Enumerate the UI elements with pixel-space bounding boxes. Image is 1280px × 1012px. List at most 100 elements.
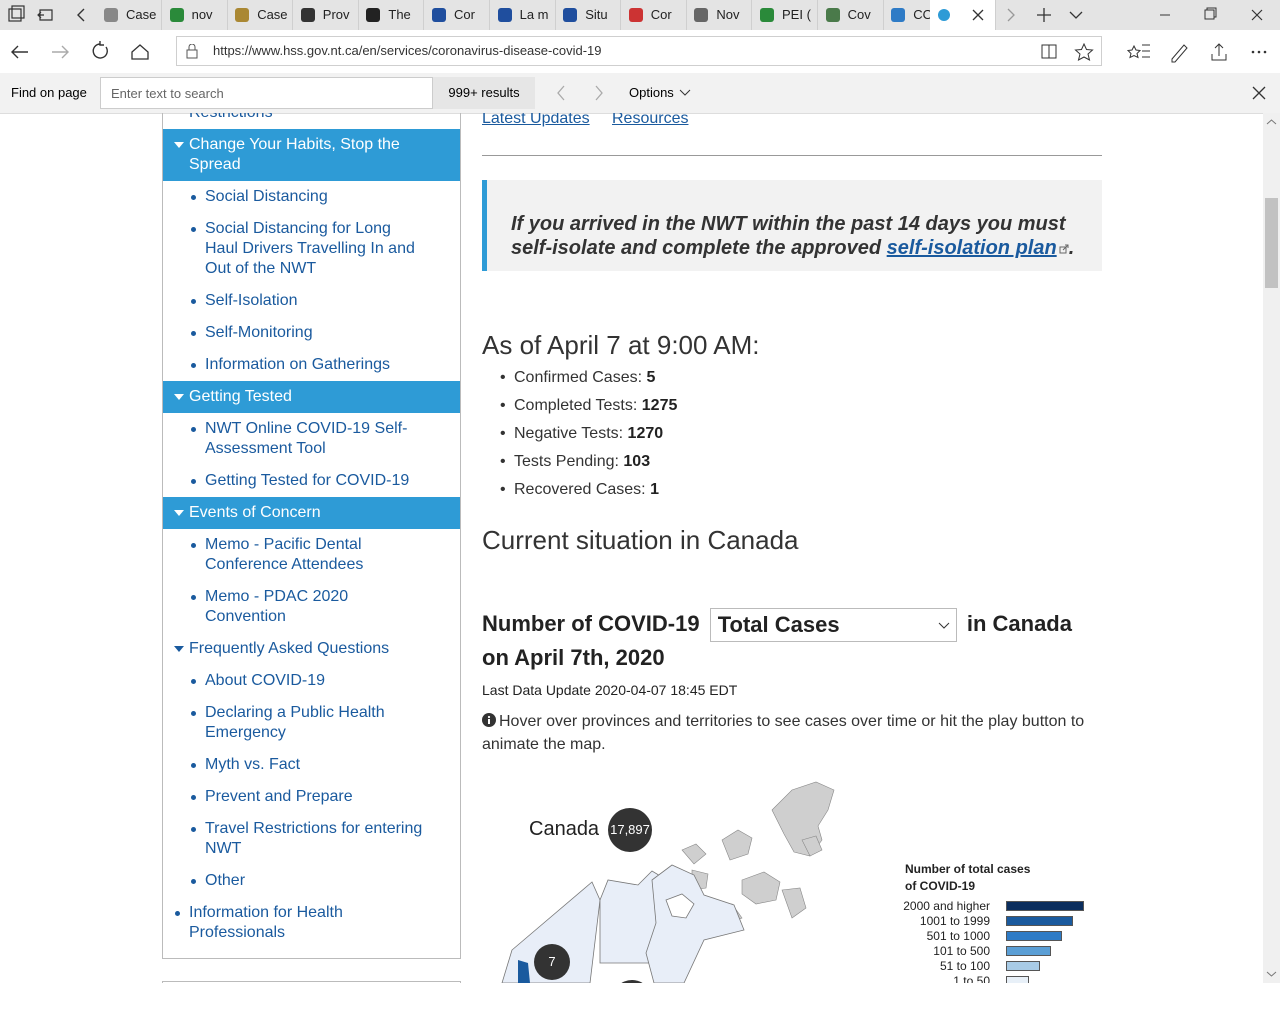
menu-item-text: Self-Monitoring [205,324,313,341]
nav-link[interactable]: Resources [612,113,689,127]
tab[interactable]: Cor [621,0,687,30]
menu-section[interactable]: Events of Concern [163,497,460,529]
menu-item-text: Self-Isolation [205,292,298,309]
find-close[interactable] [1251,85,1267,101]
tab-label: PEI ( [782,7,811,22]
menu-item-text: Myth vs. Fact [205,756,301,773]
menu-item[interactable]: About COVID-19 [163,665,460,697]
tab-label: Cor [454,7,475,22]
menu-item[interactable]: Memo - Pacific Dental Conference Attende… [163,529,460,581]
tab-icon [104,8,118,22]
scrollbar[interactable] [1263,113,1280,983]
notice-end: . [1068,237,1075,259]
stat-label: Negative Tests: [514,425,624,442]
find-results: 999+ results [433,77,535,109]
tab[interactable]: Cov [818,0,884,30]
tab[interactable]: nov [162,0,228,30]
menu-section-text: Change Your Habits, Stop the Spread [189,136,400,173]
active-tab[interactable] [930,0,996,30]
menu-item-text: Restrictions [189,113,429,123]
select-value: Total Cases [717,612,840,638]
menu-item[interactable]: Prevent and Prepare [163,781,460,813]
tab-label: Case [257,7,288,22]
tab[interactable]: Cor [424,0,490,30]
menu-item[interactable]: Other [163,865,460,897]
menu-item[interactable]: Declaring a Public Health Emergency [163,697,460,749]
menu-section[interactable]: Change Your Habits, Stop the Spread [163,129,460,181]
tab-icon [891,8,906,22]
menu-item[interactable]: Myth vs. Fact [163,749,460,781]
bullet [191,227,196,232]
menu-section-text: Events of Concern [189,504,321,521]
tab-icon [235,8,250,22]
nav-link[interactable]: Latest Updates [482,113,590,127]
tab-label: Nov [716,7,740,22]
bullet [191,763,196,768]
tab[interactable]: Case [96,0,162,30]
tab-icon [366,8,381,22]
tab[interactable]: Nov [686,0,753,30]
menu-item[interactable]: Self-Monitoring [163,317,460,349]
menu-item[interactable]: Information on Gatherings [163,349,460,381]
tab-label: Case [126,7,157,22]
tab[interactable]: La m [490,0,556,30]
tab-icon [694,8,709,22]
url-box[interactable]: https://www.hss.gov.nt.ca/en/services/co… [176,36,1102,66]
tab-icon [628,8,643,22]
map-heading-text: Number of COVID-19 [482,611,700,636]
menu-item[interactable]: Self-Isolation [163,285,460,317]
stat-value: 1275 [641,397,678,414]
nav-buttons[interactable] [0,30,176,73]
tab[interactable]: The [358,0,425,30]
menu-item[interactable]: Restrictions [163,113,460,129]
menu-section[interactable]: Frequently Asked Questions [163,633,460,665]
stat-label: Tests Pending: [514,453,619,470]
notice: If you arrived in the NWT within the pas… [482,180,1102,271]
menu-item[interactable]: Information for Health Professionals [163,897,460,949]
stat-row: • Tests Pending: 103 [500,452,650,472]
close-tab[interactable] [972,9,984,21]
find-placeholder: Enter text to search [111,86,224,101]
tab[interactable]: Case [227,0,294,30]
menu-item[interactable]: Memo - PDAC 2020 Convention [163,581,460,633]
section-heading: Current situation in Canada [482,525,799,555]
menu-item[interactable]: Social Distancing [163,181,460,213]
menu-item[interactable]: Travel Restrictions for entering NWT [163,813,460,865]
menu-item[interactable]: NWT Online COVID-19 Self-Assessment Tool [163,413,460,465]
bullet [191,795,196,800]
bullet [191,363,196,368]
menu-item[interactable]: Social Distancing for Long Haul Drivers … [163,213,460,285]
menu-item-text: Other [205,872,246,889]
map [501,781,835,983]
toolbar[interactable] [1120,30,1280,73]
tab-label: Prov [322,7,350,22]
tab[interactable]: Situ [555,0,622,30]
expand-arrow [174,394,184,400]
tab[interactable]: Prov [293,0,359,30]
find-arrows[interactable] [548,83,608,103]
find-options[interactable]: Options [629,85,674,100]
bullet [191,595,196,600]
find-label: Find on page [11,85,87,100]
find-input[interactable]: Enter text to search [100,77,433,109]
stat-value: 103 [623,453,651,470]
menu-section[interactable]: Getting Tested [163,381,460,413]
stat-row: • Recovered Cases: 1 [500,480,659,500]
page-content: Restrictions Change Your Habits, Stop the… [0,113,1263,983]
stat-label: Completed Tests: [514,397,638,414]
menu-item-text: Prevent and Prepare [205,788,353,805]
menu-item[interactable]: Getting Tested for COVID-19 [163,465,460,497]
tab-controls[interactable] [0,0,96,30]
tab-label: The [388,7,411,22]
menu-item-text: Social Distancing [205,188,328,205]
case-type-select[interactable]: Total Cases [709,608,957,643]
find-bar: Find on page Enter text to search 999+ r… [0,73,1280,114]
menu-item-text: NWT Online COVID-19 Self-Assessment Tool [205,420,408,457]
menu-item-text: Declaring a Public Health Emergency [205,704,385,741]
bullet [191,299,196,304]
notice-link[interactable]: self-isolation plan [886,237,1057,259]
window-controls[interactable] [996,0,1280,30]
tab[interactable]: PEI ( [752,0,818,30]
last-update: Last Data Update 2020-04-07 18:45 EDT [482,682,738,698]
